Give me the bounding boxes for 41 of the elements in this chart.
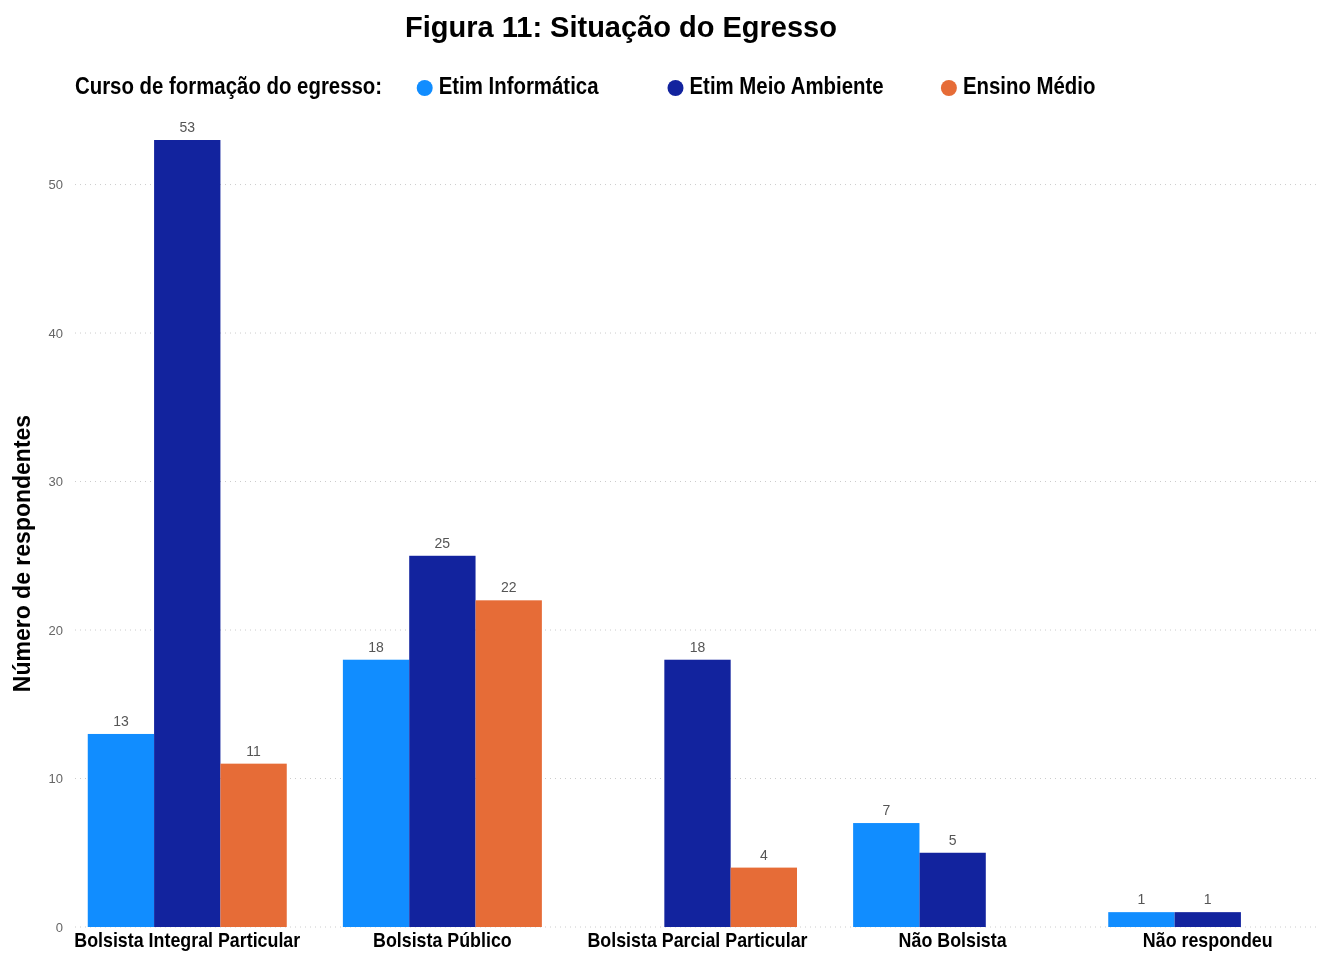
data-label: 22	[500, 579, 517, 596]
data-label: 5	[948, 831, 957, 848]
legend-label: Ensino Médio	[962, 72, 1096, 100]
data-label: 13	[113, 712, 129, 729]
bar	[409, 555, 476, 927]
y-tick-label: 40	[48, 325, 63, 341]
legend-label: Etim Informática	[438, 72, 600, 100]
data-label: 53	[179, 119, 196, 135]
x-tick-label: Não Bolsista	[898, 927, 1007, 952]
bar	[87, 733, 155, 927]
bar	[342, 659, 410, 927]
chart-title: Figura 11: Situação do Egresso	[405, 11, 837, 44]
x-tick-label: Bolsista Público	[373, 927, 512, 952]
bar	[154, 140, 221, 927]
y-tick-label: 50	[48, 177, 63, 193]
bar	[220, 763, 287, 927]
bar	[1108, 912, 1175, 927]
y-tick-label: 30	[48, 474, 63, 490]
x-tick-label: Bolsista Parcial Particular	[587, 927, 808, 952]
x-tick-label: Bolsista Integral Particular	[74, 927, 301, 952]
y-tick-label: 0	[55, 919, 63, 935]
bar	[919, 852, 986, 927]
data-label: 18	[689, 638, 706, 655]
data-label: 4	[759, 846, 768, 863]
bar	[730, 867, 797, 927]
data-label: 7	[882, 802, 891, 819]
data-label: 11	[246, 742, 262, 759]
legend-title: Curso de formação do egresso:	[75, 72, 383, 100]
data-label: 18	[368, 638, 385, 655]
bar	[1174, 912, 1241, 927]
legend-label: Etim Meio Ambiente	[689, 72, 884, 100]
data-label: 1	[1137, 891, 1146, 908]
y-tick-label: 10	[48, 771, 63, 787]
y-axis-title: Número de respondentes	[9, 414, 35, 693]
bar	[475, 600, 542, 927]
bar	[853, 823, 920, 927]
bar	[664, 659, 731, 927]
data-label: 25	[434, 534, 451, 551]
x-tick-label: Não respondeu	[1142, 927, 1273, 952]
y-tick-label: 20	[48, 622, 63, 638]
data-label: 1	[1203, 891, 1212, 908]
